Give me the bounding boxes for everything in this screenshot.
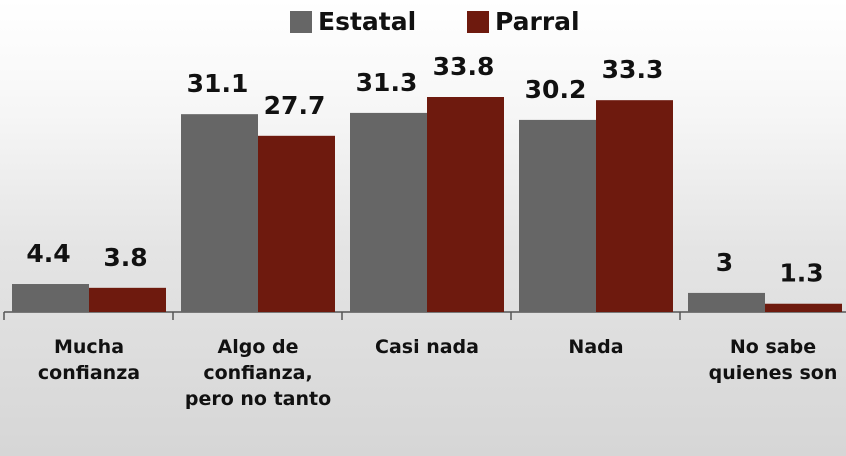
value-label: 33.8 <box>433 52 495 81</box>
value-label: 1.3 <box>779 259 823 288</box>
x-tick-label: Nada <box>516 334 676 360</box>
bar <box>688 293 765 312</box>
x-tick-label: Algo de confianza, pero no tanto <box>178 334 338 412</box>
value-label: 3 <box>716 248 733 277</box>
bar <box>350 113 427 312</box>
legend-swatch <box>467 11 489 33</box>
x-tick-label: No sabe quienes son <box>693 334 846 386</box>
bar <box>12 284 89 312</box>
value-label: 31.3 <box>356 68 418 97</box>
bar <box>427 97 504 312</box>
value-label: 30.2 <box>525 75 587 104</box>
legend-label: Parral <box>495 7 580 36</box>
bar <box>765 304 842 312</box>
page: EstatalParral4.43.831.127.731.333.830.23… <box>0 0 846 456</box>
bar <box>89 288 166 312</box>
legend-swatch <box>290 11 312 33</box>
x-tick-label: Casi nada <box>347 334 507 360</box>
bar <box>596 100 673 312</box>
value-label: 3.8 <box>103 243 147 272</box>
value-label: 33.3 <box>602 55 664 84</box>
bar <box>519 120 596 312</box>
value-label: 4.4 <box>26 239 70 268</box>
bar <box>258 136 335 312</box>
legend-label: Estatal <box>318 7 416 36</box>
x-tick-label: Mucha confianza <box>9 334 169 386</box>
bar <box>181 114 258 312</box>
value-label: 27.7 <box>264 91 326 120</box>
chart: EstatalParral4.43.831.127.731.333.830.23… <box>0 0 846 456</box>
value-label: 31.1 <box>187 69 249 98</box>
